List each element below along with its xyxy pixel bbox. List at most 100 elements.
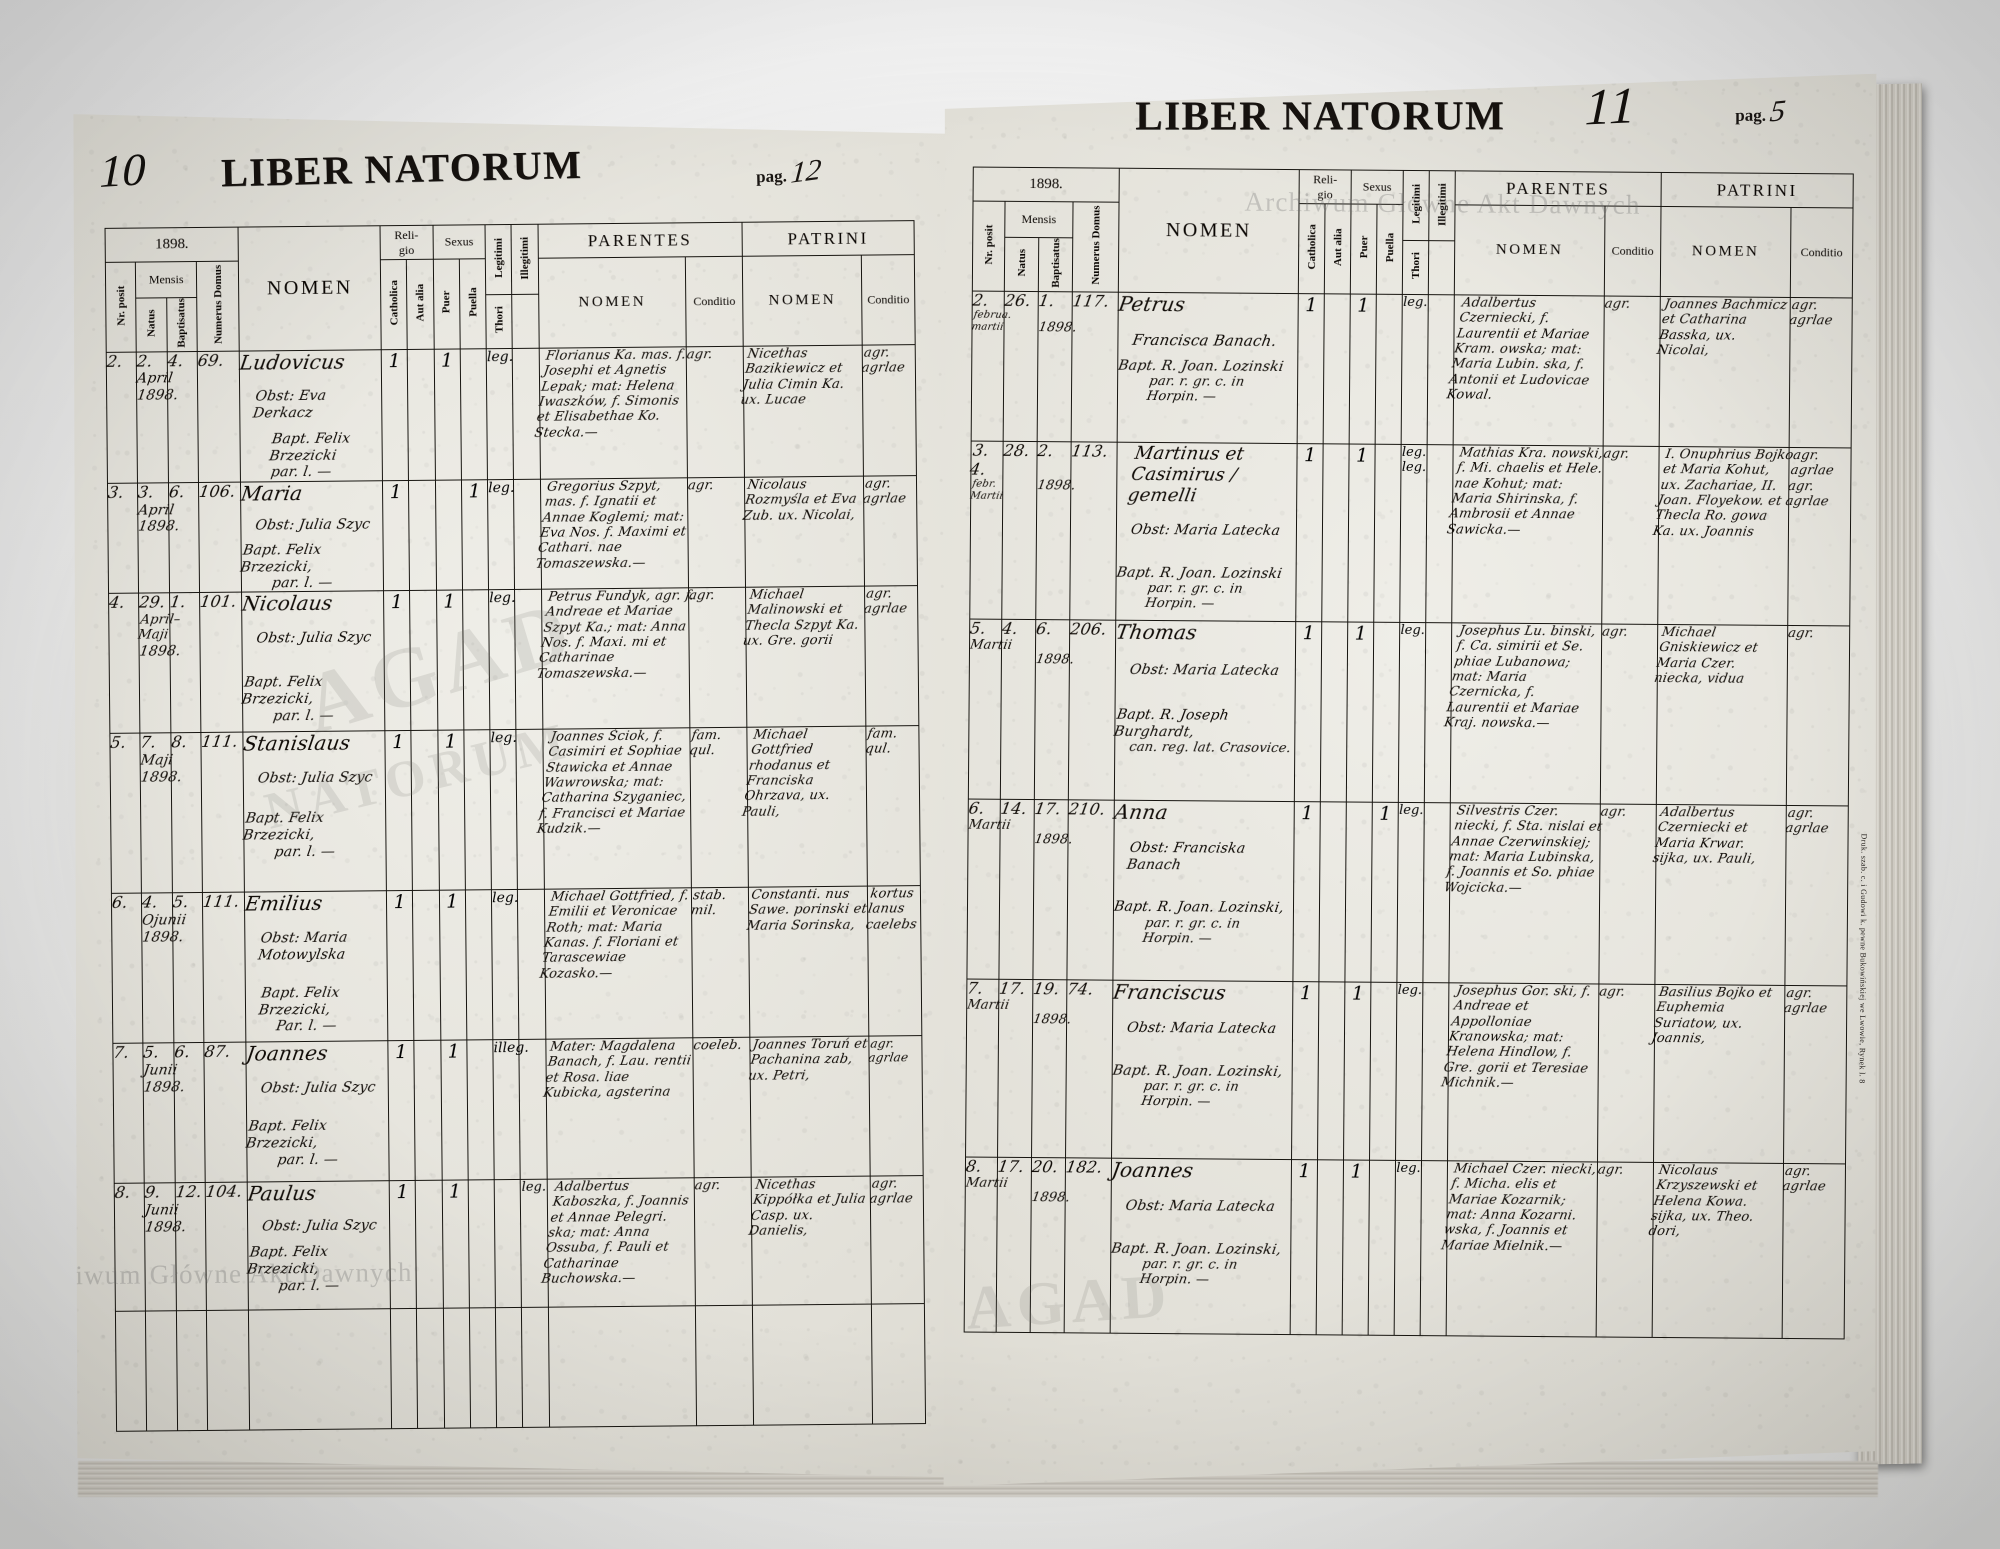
table-row: 7. 5. Junii 1898. 6. 87. Joannes Obst: J… <box>113 1036 923 1184</box>
entry-natus: 28. <box>1002 440 1032 460</box>
left-col-nr-posit: Nr. posit <box>105 262 136 352</box>
entry-parents-conditio: agr. <box>1596 1162 1626 1178</box>
entry-parents-names: Michael Czer. niecki, f. Micha. elis et … <box>1440 1160 1598 1254</box>
entry-sexus-puella <box>462 590 490 730</box>
entry-godparents-conditio: kortus lanus caelebs <box>865 886 919 933</box>
entry-parents-conditio: agr. <box>1602 446 1631 462</box>
entry-parents-conditio: agr. <box>688 588 717 604</box>
entry-godparents-names: Constanti. nus Sawe. porinski et Maria S… <box>745 887 869 934</box>
left-year-value: 1898 <box>154 236 186 253</box>
right-legitimi-label: Legitimi <box>1409 184 1423 224</box>
left-col-parentes-conditio: Conditio <box>686 256 743 346</box>
entry-nr: 7. <box>112 1043 131 1063</box>
entry-legitimi: leg. leg. <box>1400 444 1427 622</box>
table-row: 6. 4. Ojunii 1898. 5. 111. Emilius Obst:… <box>111 886 921 1044</box>
right-thori-label: Thori <box>1409 252 1422 280</box>
entry-nr: 2. <box>971 290 991 310</box>
entry-godparents-conditio: agr. <box>1786 625 1816 641</box>
entry-sexus-puer <box>443 1308 470 1428</box>
entry-baptizer: Bapt. R. Joan. Lozinski, <box>1112 898 1286 917</box>
entry-religio-alia <box>409 480 436 591</box>
entry-bapt-day: 17. <box>1033 798 1063 818</box>
entry-child-name: Anna <box>1112 799 1170 824</box>
entry-sexus-puella <box>468 1180 496 1308</box>
entry-child-name: Nicolaus <box>240 591 335 616</box>
entry-godparents-names: Nicethas Kippółka et Julia Casp. ux. Dan… <box>747 1177 867 1240</box>
entry-month: Martii <box>968 637 1014 654</box>
entry-religio-alia <box>408 349 436 480</box>
right-illegitimi-label: Illegitimi <box>1435 182 1449 226</box>
entry-year: 1898. <box>1037 320 1079 336</box>
entry-mother: Francisca Banach. <box>1131 330 1279 351</box>
entry-illegitimi <box>519 1040 547 1180</box>
left-register-table: 1898. NOMEN Reli- gio Sexus Legitimi Ill… <box>105 220 927 1432</box>
entry-bapt-day: 1. <box>1037 290 1057 310</box>
entry-parish: par. r. gr. c. in Horpin. — <box>1141 915 1242 947</box>
entry-parish: par. l. — <box>277 1277 341 1294</box>
entry-obstetrix: Obst: Julia Szyc <box>254 516 372 534</box>
entry-child-name: Paulus <box>246 1181 319 1206</box>
entry-religio-alia <box>411 731 439 891</box>
entry-baptizer: Bapt. R. Joan. Lozinski <box>1115 564 1284 582</box>
entry-parish: par. l. — <box>272 707 336 724</box>
entry-mother: Obst: Maria Latecka <box>1129 522 1282 540</box>
entry-month: Junii <box>144 1202 181 1219</box>
entry-child-name: Joannes <box>1110 1157 1196 1182</box>
entry-natus: 4. <box>1000 618 1020 638</box>
entry-domus: 101. <box>198 591 239 612</box>
entry-natus: 7. <box>139 732 159 752</box>
table-row: 5. 7. Maji 1898. 8. 111. Stanislaus Obst… <box>110 726 920 894</box>
entry-year: 1898. <box>1033 832 1075 848</box>
entry-parish: par. l. — <box>270 463 334 481</box>
entry-legitimi: illeg. <box>493 1040 521 1180</box>
entry-religio-catholica: 1 <box>382 480 409 591</box>
table-row: 3. 4. febr. Martii 28. 2. 1898. 113. Mar… <box>970 441 1851 626</box>
entry-legitimi <box>494 1180 522 1308</box>
entry-baptizer: Bapt. Felix Brzezicki, <box>246 1244 330 1278</box>
entry-obstetrix <box>249 1322 390 1323</box>
right-religio-line2: gio <box>1317 186 1333 201</box>
entry-natus: 17. <box>996 1156 1026 1176</box>
right-col-nr-posit: Nr. posit <box>972 201 1005 291</box>
entry-godparents-names: Michael Gottfried rhodanus et Franciska … <box>740 727 832 820</box>
right-year-value: 1898 <box>1029 175 1060 193</box>
entry-sexus-puella <box>464 730 492 890</box>
left-col-numerus-domus: Numerus Domus <box>196 261 239 351</box>
left-entries-body: 2. 2. April 1898. 4. 69. Ludovicus Obst:… <box>106 344 925 1432</box>
entry-religio-alia <box>1319 801 1346 981</box>
entry-sexus-puella <box>1372 622 1399 802</box>
entry-sexus-puer: 1 <box>437 730 465 890</box>
entry-godparents-names: I. Onuphrius Bojko et Maria Kohut, ux. Z… <box>1651 446 1795 539</box>
left-col-patrini: PATRINI <box>742 221 914 257</box>
left-numerus-domus-label: Numerus Domus <box>211 264 225 345</box>
entry-sexus-puella <box>465 890 493 1040</box>
entry-domus: 104. <box>204 1181 244 1202</box>
table-row <box>115 1304 925 1432</box>
right-pag-label: pag.5 <box>1735 95 1785 129</box>
left-year-header: 1898. <box>105 227 239 262</box>
entry-nr: 6. <box>967 798 987 818</box>
left-nr-posit-label: Nr. posit <box>114 285 128 326</box>
entry-baptizer: Bapt. R. Joan. Lozinski, <box>1110 1240 1283 1258</box>
entry-child-name: Emilius <box>243 891 325 916</box>
entry-sexus-puer: 1 <box>442 1180 470 1308</box>
right-year-suffix: . <box>1059 176 1064 193</box>
left-col-patrini-conditio: Conditio <box>862 255 916 345</box>
entry-legitimi: leg. <box>1398 622 1425 802</box>
entry-baptizer: Bapt. Felix Brzezicki, <box>245 1118 329 1152</box>
left-pag-label: pag.12 <box>756 154 822 190</box>
entry-year: 1898. <box>1030 1190 1072 1206</box>
entry-mother: Obst: Maria Latecka <box>1125 1019 1278 1038</box>
entry-parents-names: Florianus Ka. mas. f. Josephi et Agnetis… <box>533 346 687 440</box>
left-natus-label: Natus <box>145 309 158 338</box>
entry-obstetrix: Obst: Maria Motowylska <box>257 929 350 963</box>
left-pag-word: pag. <box>755 166 788 187</box>
entry-religio-catholica: 1 <box>381 349 409 480</box>
entry-natus: 9. <box>143 1182 163 1202</box>
left-thori-label: Thori <box>493 306 506 334</box>
entry-legitimi: leg. <box>492 890 520 1040</box>
entry-godparents-names: Nicethas Bazikiewicz et Julia Cimin Ka. … <box>739 345 846 408</box>
entry-parish: par. r. gr. c. in Horpin. — <box>1145 374 1246 406</box>
entry-parents-conditio: agr. <box>686 346 715 362</box>
entry-month: Ojunii <box>141 912 188 929</box>
